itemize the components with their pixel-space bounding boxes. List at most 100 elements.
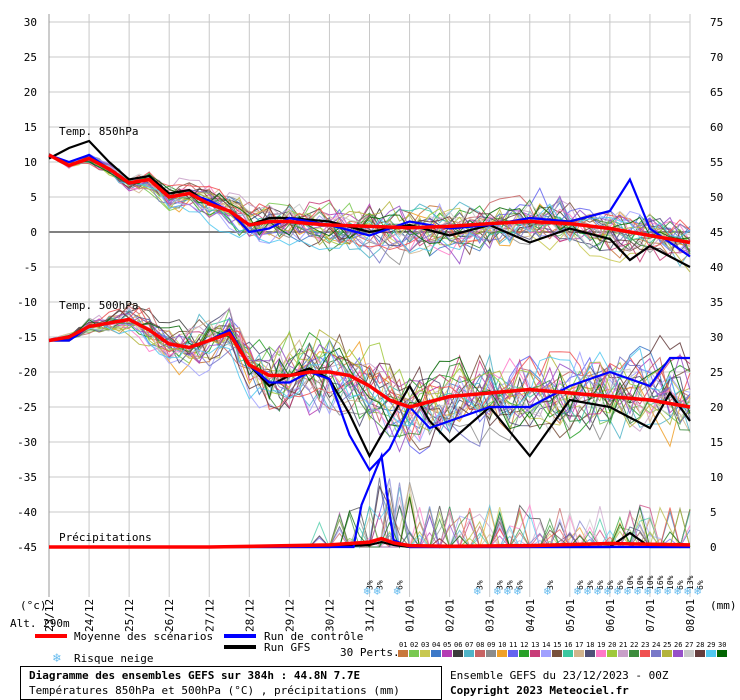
- main-series: [48, 139, 691, 549]
- snow-risk-percent: 6%: [396, 580, 405, 590]
- left-tick: 20: [24, 86, 37, 99]
- pert-number: 29: [707, 641, 715, 649]
- pert-number: 28: [696, 641, 704, 649]
- date-tick: 24/12: [83, 599, 96, 632]
- footer-title: Diagramme des ensembles GEFS sur 384h : …: [29, 669, 361, 682]
- right-tick: 20: [710, 401, 723, 414]
- snow-risk-percent: 13%: [686, 575, 695, 590]
- right-tick: 15: [710, 436, 723, 449]
- pert-number: 12: [520, 641, 528, 649]
- legend-gfs-label: Run GFS: [264, 641, 311, 654]
- pert-number: 10: [498, 641, 506, 649]
- pert-swatch: [695, 650, 705, 657]
- right-tick: 65: [710, 86, 723, 99]
- pert-swatch: [607, 650, 617, 657]
- pert-number: 30: [718, 641, 726, 649]
- pert-swatch: [508, 650, 518, 657]
- date-tick: 26/12: [163, 599, 176, 632]
- left-tick: 0: [30, 226, 37, 239]
- snow-risk-percent: 3%: [366, 580, 375, 590]
- left-tick: -35: [17, 471, 37, 484]
- panel-label-850: Temp. 850hPa: [59, 125, 138, 138]
- date-tick: 31/12: [364, 599, 377, 632]
- date-tick: 06/01: [604, 599, 617, 632]
- pert-number: 22: [630, 641, 638, 649]
- snowflake-icon: ❄: [664, 584, 671, 598]
- snow-risk-percent: 3%: [376, 580, 385, 590]
- left-tick: -25: [17, 401, 37, 414]
- snow-risk-percent: 10%: [666, 575, 675, 590]
- snowflake-icon: ❄: [53, 651, 61, 666]
- pert-swatch: [519, 650, 529, 657]
- ensemble-member-line: [48, 153, 691, 252]
- date-tick: 04/01: [524, 599, 537, 632]
- pert-swatch: [530, 650, 540, 657]
- snowflake-icon: ❄: [374, 584, 381, 598]
- snowflake-icon: ❄: [654, 584, 661, 598]
- snowflake-icon: ❄: [474, 584, 481, 598]
- gfs-run-line: [48, 139, 691, 268]
- legend-gfs-swatch: [224, 645, 256, 649]
- left-tick: 5: [30, 191, 37, 204]
- pert-swatch: [574, 650, 584, 657]
- right-tick: 40: [710, 261, 723, 274]
- snowflake-icon: ❄: [604, 584, 611, 598]
- axes: 23/12 24/12 25/12 26/12 27/12 28/12 29/12 30/12…: [17, 16, 723, 632]
- date-tick: 02/01: [444, 599, 457, 632]
- pert-number: 09: [487, 641, 495, 649]
- pert-swatch: [442, 650, 452, 657]
- date-tick: 30/12: [323, 599, 336, 632]
- pert-number: 07: [465, 641, 473, 649]
- snowflake-icon: ❄: [614, 584, 621, 598]
- right-tick: 0: [710, 541, 717, 554]
- snowflake-icon: ❄: [574, 584, 581, 598]
- pert-swatch: [706, 650, 716, 657]
- pert-swatch: [486, 650, 496, 657]
- pert-swatch: [640, 650, 650, 657]
- right-tick: 5: [710, 506, 717, 519]
- left-tick: -15: [17, 331, 37, 344]
- ensemble-member-line: [48, 306, 691, 443]
- pert-swatch: [541, 650, 551, 657]
- pert-number: 20: [608, 641, 616, 649]
- pert-swatch: [453, 650, 463, 657]
- legend-snow-label: Risque neige: [74, 652, 154, 665]
- date-tick: 28/12: [243, 599, 256, 632]
- legend-control-swatch: [224, 634, 256, 638]
- perts-label: 30 Perts.: [340, 646, 400, 659]
- pert-number: 01: [399, 641, 407, 649]
- pert-swatch: [651, 650, 661, 657]
- ensemble-member-line: [48, 153, 691, 264]
- left-tick: -40: [17, 506, 37, 519]
- footer-copyright: Copyright 2023 Meteociel.fr: [450, 684, 629, 697]
- ensemble-member-line: [48, 318, 691, 430]
- right-tick: 60: [710, 121, 723, 134]
- date-tick: 01/01: [404, 599, 417, 632]
- right-tick: 10: [710, 471, 723, 484]
- pert-number: 24: [652, 641, 660, 649]
- snow-risk-percent: 3%: [476, 580, 485, 590]
- ensemble-member-line: [48, 319, 691, 443]
- snowflake-icon: ❄: [584, 584, 591, 598]
- left-unit-label: (°c): [20, 599, 47, 612]
- snowflake-icon: ❄: [594, 584, 601, 598]
- snow-risk-percent: 10%: [626, 575, 635, 590]
- snow-risk-percent: 3%: [586, 580, 595, 590]
- left-tick: 30: [24, 16, 37, 29]
- pert-swatch: [662, 650, 672, 657]
- ensemble-member-line: [48, 307, 691, 431]
- pert-swatch: [684, 650, 694, 657]
- left-tick: 25: [24, 51, 37, 64]
- right-tick: 30: [710, 331, 723, 344]
- snowflake-icon: ❄: [504, 584, 511, 598]
- pert-swatch: [475, 650, 485, 657]
- snow-risk-percent: 6%: [696, 580, 705, 590]
- right-tick: 25: [710, 366, 723, 379]
- snow-risk-percent: 6%: [596, 580, 605, 590]
- snowflake-icon: ❄: [394, 584, 401, 598]
- snowflake-icon: ❄: [514, 584, 521, 598]
- pert-number: 19: [597, 641, 605, 649]
- snow-risk-percent: 6%: [616, 580, 625, 590]
- snowflake-icon: ❄: [544, 584, 551, 598]
- snowflake-icon: ❄: [494, 584, 501, 598]
